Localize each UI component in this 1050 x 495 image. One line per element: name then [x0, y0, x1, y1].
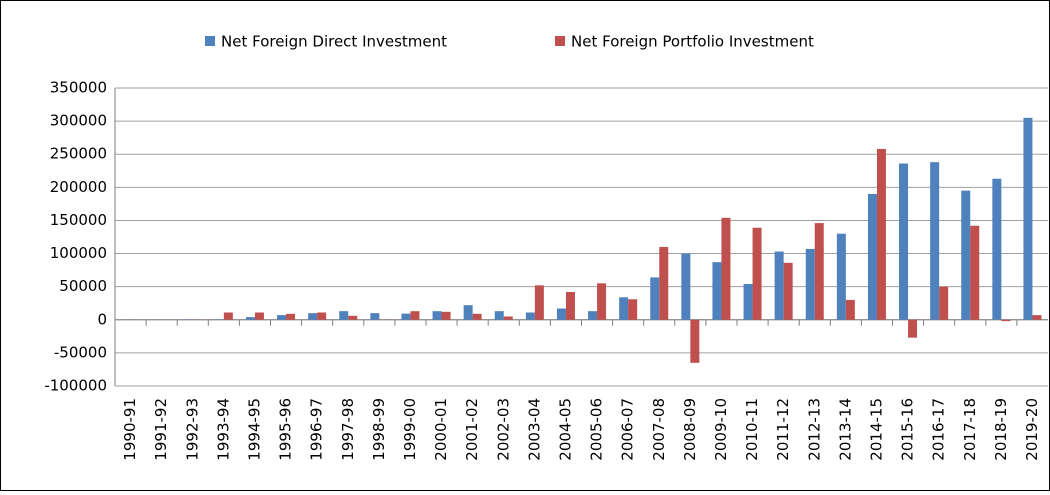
y-tick-label: -50000: [54, 343, 107, 361]
x-tick-label: 2005-06: [588, 398, 606, 461]
bar: [370, 313, 379, 320]
bar: [246, 317, 255, 320]
x-tick-label: 2007-08: [650, 398, 668, 461]
x-tick-label: 2014-15: [867, 398, 885, 461]
x-tick-label: 2016-17: [930, 398, 948, 461]
bar: [495, 311, 504, 320]
x-tick-label: 2015-16: [899, 398, 917, 461]
y-tick-label: 250000: [50, 145, 107, 163]
bar: [681, 254, 690, 320]
bar: [784, 263, 793, 320]
bar: [712, 262, 721, 320]
bar: [744, 284, 753, 320]
x-tick-label: 1991-92: [152, 398, 170, 461]
x-tick-label: 2003-04: [525, 398, 543, 461]
y-tick-label: 200000: [50, 178, 107, 196]
bar: [619, 297, 628, 320]
bar: [1032, 315, 1041, 320]
legend-swatch: [555, 36, 565, 46]
y-tick-label: 0: [97, 310, 107, 328]
bar: [317, 312, 326, 319]
bar: [1001, 320, 1010, 321]
bar: [255, 312, 264, 319]
y-tick-label: -100000: [44, 377, 107, 395]
x-tick-label: 1998-99: [370, 398, 388, 461]
bar: [526, 312, 535, 319]
x-tick-label: 2001-02: [463, 398, 481, 461]
bar: [1023, 118, 1032, 320]
bar: [659, 247, 668, 320]
bar: [868, 194, 877, 320]
y-tick-label: 150000: [50, 211, 107, 229]
x-tick-label: 2004-05: [556, 398, 574, 461]
bar: [721, 218, 730, 320]
bar: [970, 226, 979, 320]
legend-label: Net Foreign Portfolio Investment: [571, 33, 814, 51]
x-tick-label: 1999-00: [401, 398, 419, 461]
bar: [433, 311, 442, 320]
bar: [401, 314, 410, 320]
bar: [846, 300, 855, 320]
bar: [806, 249, 815, 320]
x-tick-label: 1995-96: [277, 398, 295, 461]
x-tick-label: 2018-19: [992, 398, 1010, 461]
legend-swatch: [205, 36, 215, 46]
bar: [504, 316, 513, 319]
bar: [908, 320, 917, 338]
bar: [628, 299, 637, 320]
x-tick-label: 2009-10: [712, 398, 730, 461]
bar: [277, 315, 286, 320]
x-tick-label: 2013-14: [836, 398, 854, 461]
x-tick-label: 2019-20: [1023, 398, 1041, 461]
bar: [588, 311, 597, 320]
bar: [650, 277, 659, 319]
bar: [961, 191, 970, 320]
bar: [930, 162, 939, 320]
x-tick-label: 1992-93: [183, 398, 201, 461]
x-tick-label: 1990-91: [121, 398, 139, 461]
bar: [815, 223, 824, 320]
x-tick-label: 1994-95: [245, 398, 263, 461]
bar: [348, 316, 357, 320]
y-tick-label: 350000: [50, 79, 107, 97]
x-tick-label: 2012-13: [805, 398, 823, 461]
bar: [877, 149, 886, 320]
x-tick-label: 2011-12: [774, 398, 792, 461]
bar: [566, 292, 575, 320]
bar: [410, 311, 419, 320]
x-tick-label: 2017-18: [961, 398, 979, 461]
bar: [753, 228, 762, 320]
x-tick-label: 1997-98: [339, 398, 357, 461]
bar: [690, 320, 699, 363]
bar: [837, 234, 846, 320]
bar: [597, 283, 606, 319]
bar: [442, 312, 451, 320]
bar: [308, 313, 317, 320]
bar: [224, 312, 233, 319]
y-tick-label: 300000: [50, 112, 107, 130]
bar: [775, 252, 784, 320]
x-tick-label: 2008-09: [681, 398, 699, 461]
x-tick-label: 2000-01: [432, 398, 450, 461]
y-tick-label: 100000: [50, 244, 107, 262]
bar: [286, 314, 295, 320]
bar: [557, 309, 566, 320]
bar: [899, 163, 908, 319]
bar: [464, 305, 473, 320]
bar: [939, 287, 948, 320]
x-tick-label: 2002-03: [494, 398, 512, 461]
x-tick-label: 2006-07: [619, 398, 637, 461]
bar: [473, 314, 482, 320]
legend-label: Net Foreign Direct Investment: [221, 33, 447, 51]
bar: [339, 311, 348, 320]
x-tick-label: 1996-97: [308, 398, 326, 461]
x-tick-label: 2010-11: [743, 398, 761, 461]
x-tick-label: 1993-94: [214, 398, 232, 461]
y-tick-label: 50000: [59, 277, 107, 295]
bar: [535, 285, 544, 319]
bar: [992, 179, 1001, 320]
